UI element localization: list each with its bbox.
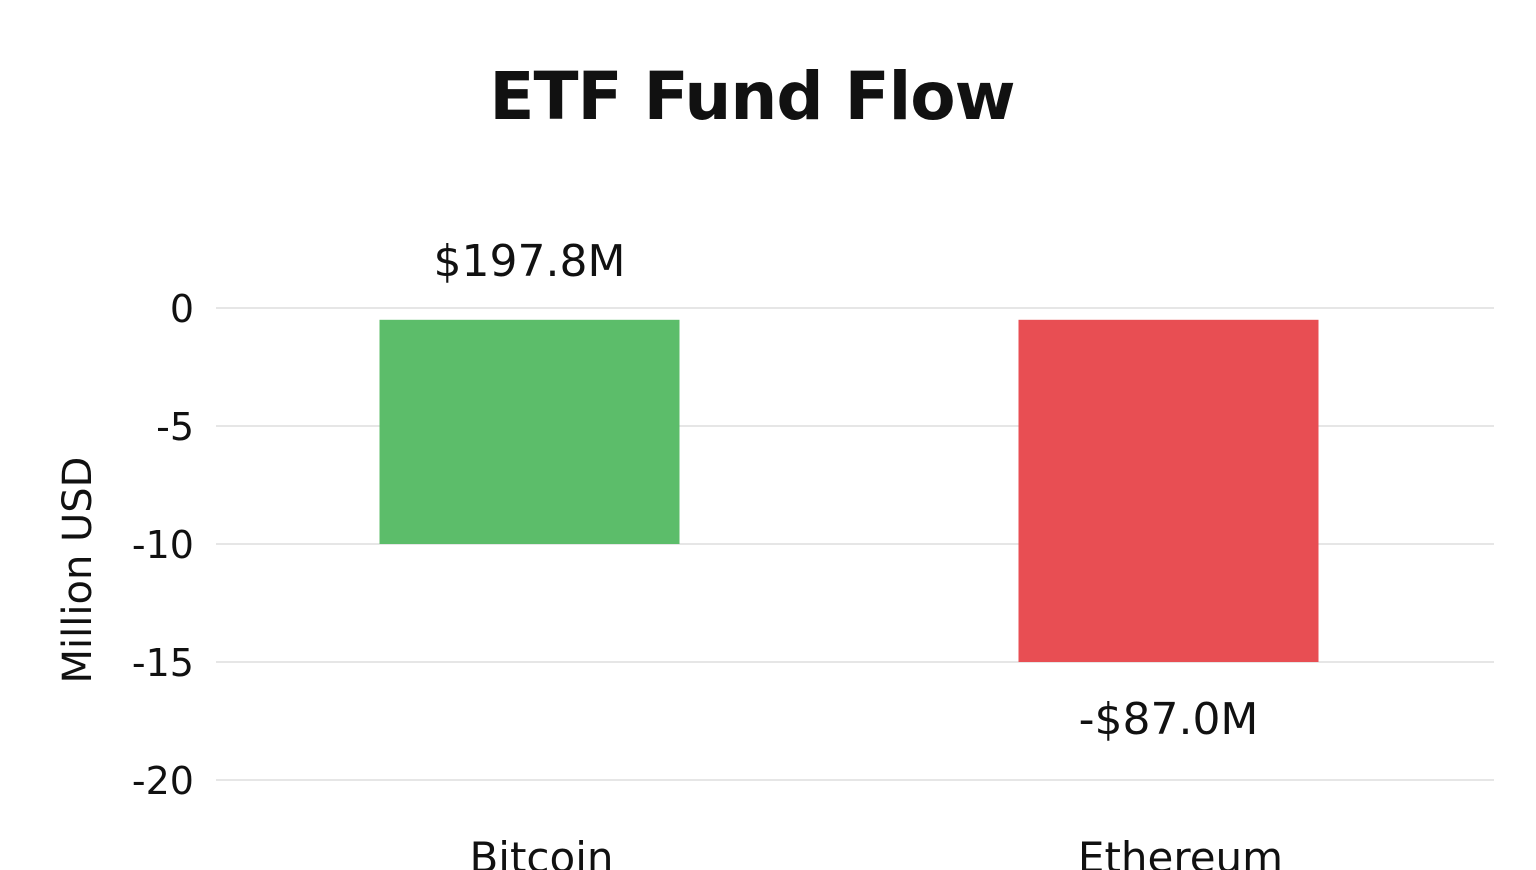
y-tick-label: -15 — [132, 641, 194, 685]
x-axis-categories: Bitcoin Ethereum — [469, 833, 1283, 870]
bars — [379, 319, 1319, 662]
x-tick-label: Ethereum — [1078, 833, 1283, 870]
data-label-ethereum: -$87.0M — [1079, 694, 1259, 745]
y-tick-label: -10 — [132, 523, 194, 567]
x-tick-label: Bitcoin — [469, 833, 613, 870]
y-tick-label: -5 — [156, 405, 194, 449]
chart-title: ETF Fund Flow — [489, 58, 1015, 135]
y-axis-ticks: 0 -5 -10 -15 -20 — [132, 287, 194, 803]
bar-bitcoin — [379, 319, 680, 544]
y-axis-title: Million USD — [55, 457, 101, 684]
y-tick-label: -20 — [132, 759, 194, 803]
bar-ethereum — [1018, 319, 1319, 662]
data-label-bitcoin: $197.8M — [434, 236, 626, 287]
y-tick-label: 0 — [170, 287, 194, 331]
data-labels: $197.8M -$87.0M — [434, 236, 1259, 745]
